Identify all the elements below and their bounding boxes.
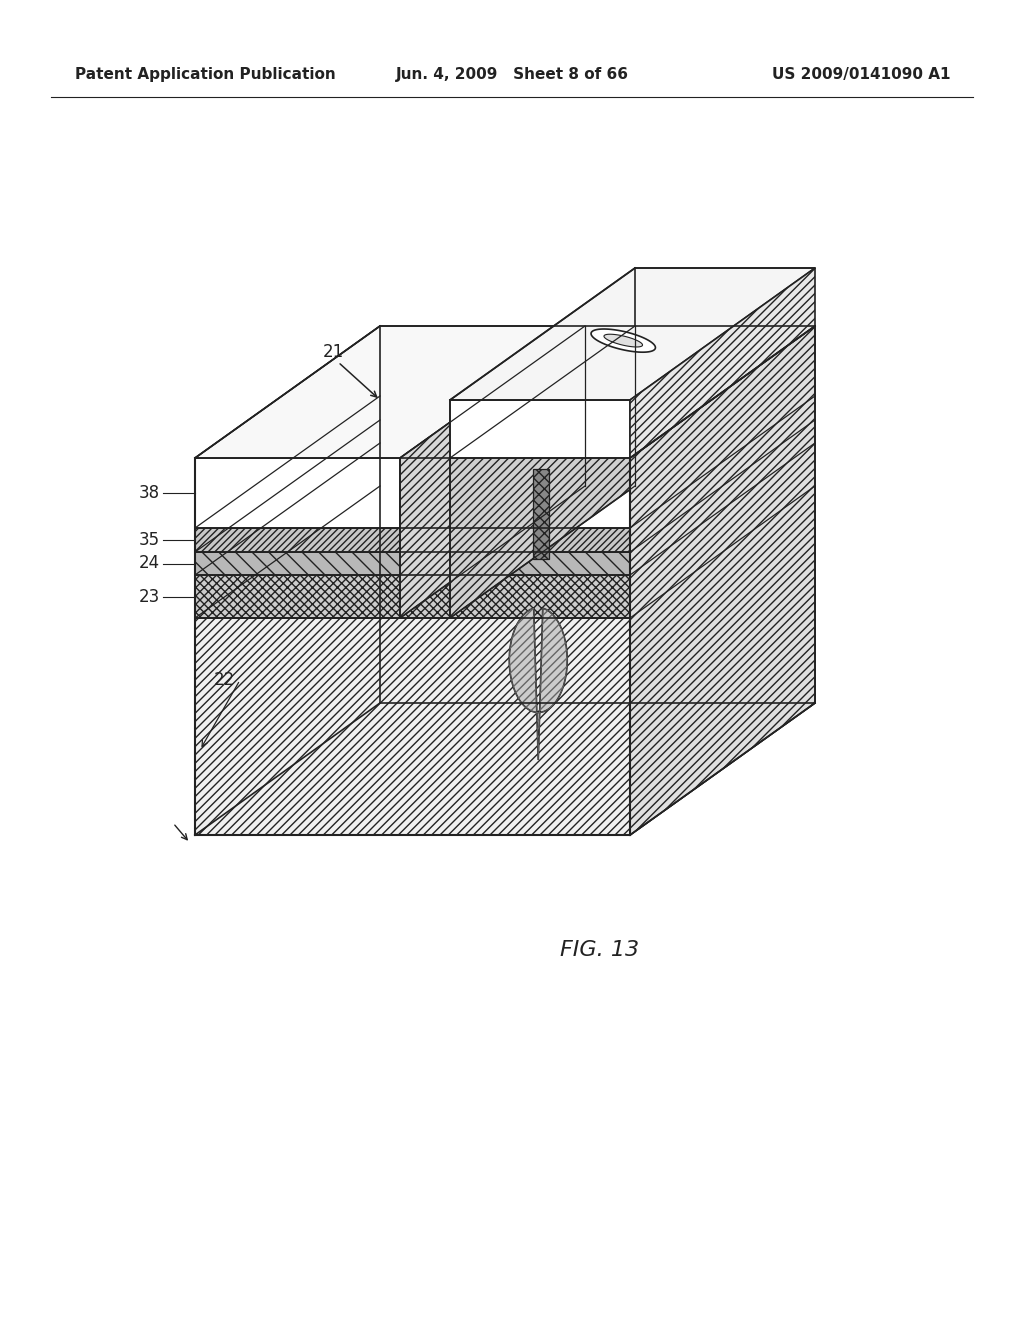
- Polygon shape: [450, 326, 815, 458]
- Polygon shape: [604, 334, 642, 347]
- Polygon shape: [195, 486, 815, 618]
- Polygon shape: [630, 486, 815, 836]
- Polygon shape: [195, 420, 815, 552]
- Polygon shape: [195, 444, 815, 576]
- Polygon shape: [195, 396, 585, 528]
- Polygon shape: [195, 326, 585, 458]
- Polygon shape: [450, 528, 630, 552]
- Polygon shape: [534, 469, 549, 558]
- Polygon shape: [195, 458, 400, 528]
- Text: Patent Application Publication: Patent Application Publication: [75, 67, 336, 82]
- Polygon shape: [509, 609, 567, 760]
- Polygon shape: [400, 326, 585, 618]
- Polygon shape: [630, 326, 815, 836]
- Text: 21: 21: [323, 343, 344, 360]
- Polygon shape: [450, 400, 630, 458]
- Polygon shape: [450, 326, 635, 618]
- Text: 23: 23: [138, 587, 160, 606]
- Text: Jun. 4, 2009   Sheet 8 of 66: Jun. 4, 2009 Sheet 8 of 66: [395, 67, 629, 82]
- Polygon shape: [195, 528, 400, 552]
- Polygon shape: [450, 396, 815, 528]
- Text: 35: 35: [139, 531, 160, 549]
- Polygon shape: [195, 576, 630, 618]
- Polygon shape: [630, 268, 815, 458]
- Polygon shape: [591, 329, 655, 352]
- Polygon shape: [450, 268, 815, 400]
- Polygon shape: [450, 458, 630, 528]
- Text: 24: 24: [139, 554, 160, 573]
- Polygon shape: [195, 552, 630, 576]
- Text: US 2009/0141090 A1: US 2009/0141090 A1: [771, 67, 950, 82]
- Polygon shape: [195, 618, 630, 836]
- Text: 22: 22: [214, 671, 234, 689]
- Text: 38: 38: [139, 484, 160, 502]
- Text: FIG. 13: FIG. 13: [560, 940, 640, 960]
